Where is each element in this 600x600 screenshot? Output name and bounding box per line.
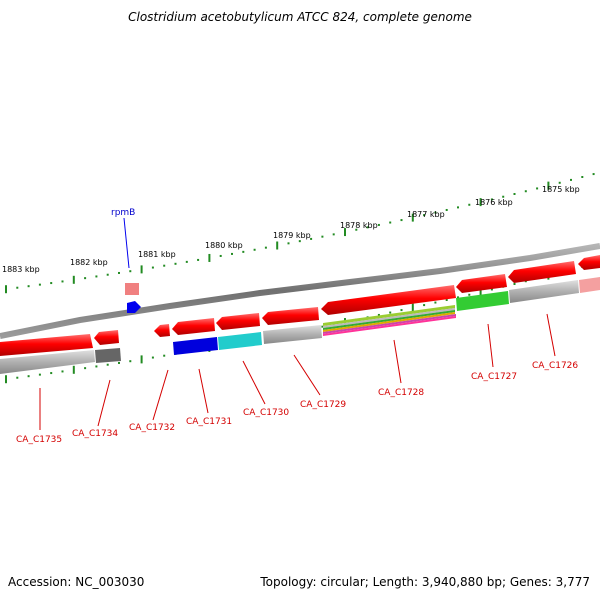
rna-feature-rpmB[interactable]: rpmB <box>111 208 141 313</box>
outer-scale-ticks <box>5 173 595 294</box>
scale-label: 1878 kbp <box>340 221 378 230</box>
gene-arrows <box>0 255 600 356</box>
gene-arrow[interactable] <box>508 261 576 283</box>
gene-label[interactable]: CA_C1731 <box>186 417 232 427</box>
scale-label: 1876 kbp <box>475 198 513 207</box>
cog-block-green <box>456 291 509 311</box>
gene-label[interactable]: CA_C1726 <box>532 361 578 371</box>
cog-block-gray <box>263 325 322 344</box>
gene-label[interactable]: CA_C1729 <box>300 400 346 410</box>
gene-arrow[interactable] <box>154 324 170 337</box>
cog-block-blue <box>173 337 218 355</box>
cog-block-dark <box>95 348 121 363</box>
function-color-band <box>0 277 600 374</box>
rna-feature-block <box>125 283 139 295</box>
gene-label[interactable]: CA_C1730 <box>243 408 289 418</box>
genome-backbone <box>0 243 600 339</box>
cog-block-multicolor <box>323 305 456 336</box>
gene-label[interactable]: CA_C1728 <box>378 388 424 398</box>
gene-arrow[interactable] <box>321 285 456 315</box>
cog-block-gray <box>0 350 95 374</box>
scale-label: 1875 kbp <box>542 185 580 194</box>
gene-arrow[interactable] <box>262 307 319 325</box>
gene-callout-lines <box>39 313 556 430</box>
gene-arrow[interactable] <box>578 255 600 270</box>
cog-block-cyan <box>218 332 262 350</box>
gene-label[interactable]: CA_C1735 <box>16 435 62 445</box>
gene-labels: CA_C1735 CA_C1734 CA_C1732 CA_C1731 CA_C… <box>16 361 578 445</box>
map-title: Clostridium acetobutylicum ATCC 824, com… <box>128 10 472 24</box>
cog-block-pink <box>579 277 600 293</box>
gene-arrow[interactable] <box>94 330 119 345</box>
genome-summary-text: Topology: circular; Length: 3,940,880 bp… <box>260 575 590 589</box>
scale-label: 1883 kbp <box>2 265 40 274</box>
gene-label[interactable]: CA_C1732 <box>129 423 175 433</box>
cog-block-gray <box>509 280 579 303</box>
gene-label[interactable]: CA_C1734 <box>72 429 118 439</box>
gene-arrow[interactable] <box>456 274 507 293</box>
rna-label-line <box>123 217 130 269</box>
gene-arrow[interactable] <box>172 318 215 335</box>
gene-arrow[interactable] <box>216 313 260 330</box>
gene-arrow[interactable] <box>0 334 93 356</box>
accession-text: Accession: NC_003030 <box>8 575 145 589</box>
scale-label: 1879 kbp <box>273 231 311 240</box>
scale-label: 1880 kbp <box>205 241 243 250</box>
scale-label: 1882 kbp <box>70 258 108 267</box>
scale-label: 1881 kbp <box>138 250 176 259</box>
rna-arrow <box>127 301 141 313</box>
gene-label[interactable]: CA_C1727 <box>471 372 517 382</box>
rna-label: rpmB <box>111 208 135 218</box>
scale-label: 1877 kbp <box>407 210 445 219</box>
scale-labels: 1883 kbp 1882 kbp 1881 kbp 1880 kbp 1879… <box>2 185 580 274</box>
